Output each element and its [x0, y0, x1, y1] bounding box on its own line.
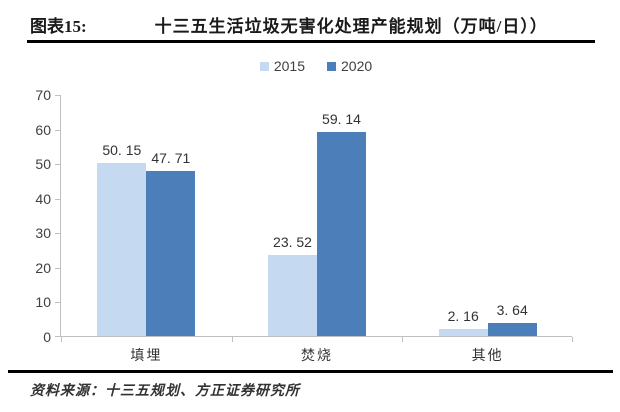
legend-item-2020: 2020	[327, 58, 372, 74]
y-axis-label-60: 60	[35, 121, 51, 138]
figure-number-label: 图表15:	[30, 17, 87, 36]
x-axis-tick-1	[231, 337, 233, 342]
x-category-label-焚烧: 焚烧	[301, 349, 333, 364]
bar-value-2020-其他: 3. 64	[496, 302, 528, 319]
legend-item-2015: 2015	[259, 58, 305, 74]
bar-2015-填埋	[97, 162, 147, 336]
source-note: 资料来源：十三五规划、方正证券研究所	[30, 384, 300, 399]
title-divider	[27, 40, 595, 43]
y-axis-label-30: 30	[35, 225, 51, 242]
y-axis-label-70: 70	[35, 87, 51, 103]
figure-title: 十三五生活垃圾无害化处理产能规划（万吨/日））	[154, 17, 548, 36]
bar-2020-填埋	[146, 171, 196, 336]
y-axis-tick-70	[55, 95, 60, 96]
legend-label-2015: 2015	[273, 58, 305, 74]
chart-plot-area: 0 10 20 30 40 50 60 70 50. 15 47. 71 填埋 23. 52 59. 1…	[35, 88, 573, 364]
bar-2015-其他	[438, 328, 488, 336]
bar-value-2020-填埋: 47. 71	[151, 150, 191, 167]
x-axis-tick-0	[61, 337, 62, 342]
x-axis-tick-3	[572, 337, 573, 342]
y-axis-label-40: 40	[35, 190, 51, 207]
y-axis-tick-60	[55, 129, 60, 131]
bar-value-2020-焚烧: 59. 14	[322, 110, 361, 127]
y-axis-tick-50	[55, 164, 60, 166]
x-category-label-其他: 其他	[471, 349, 504, 364]
footer-divider	[8, 370, 613, 373]
y-axis-tick-10	[55, 302, 60, 304]
x-axis-tick-2	[402, 337, 404, 342]
figure-header: 图表15: 十三五生活垃圾无害化处理产能规划（万吨/日））	[30, 12, 600, 37]
bar-2015-焚烧	[268, 254, 317, 336]
legend-swatch-2020	[327, 61, 336, 71]
y-axis-label-50: 50	[35, 156, 51, 173]
x-category-label-填埋: 填埋	[130, 349, 163, 364]
bar-value-2015-填埋: 50. 15	[102, 141, 142, 158]
bar-2020-焚烧	[317, 131, 366, 336]
y-axis-tick-40	[55, 198, 60, 200]
chart-legend: 2015 2020	[60, 58, 572, 74]
y-axis-label-10: 10	[35, 294, 51, 311]
legend-swatch-2015	[259, 61, 269, 71]
y-axis-label-20: 20	[35, 259, 51, 276]
legend-label-2020: 2020	[341, 58, 373, 74]
y-axis-tick-0	[55, 336, 60, 337]
bar-value-2015-焚烧: 23. 52	[273, 233, 312, 250]
bar-2020-其他	[487, 323, 537, 336]
bar-value-2015-其他: 2. 16	[447, 307, 479, 324]
y-axis-label-0: 0	[43, 329, 51, 345]
y-axis-tick-30	[55, 233, 60, 235]
y-axis-tick-20	[55, 267, 60, 269]
